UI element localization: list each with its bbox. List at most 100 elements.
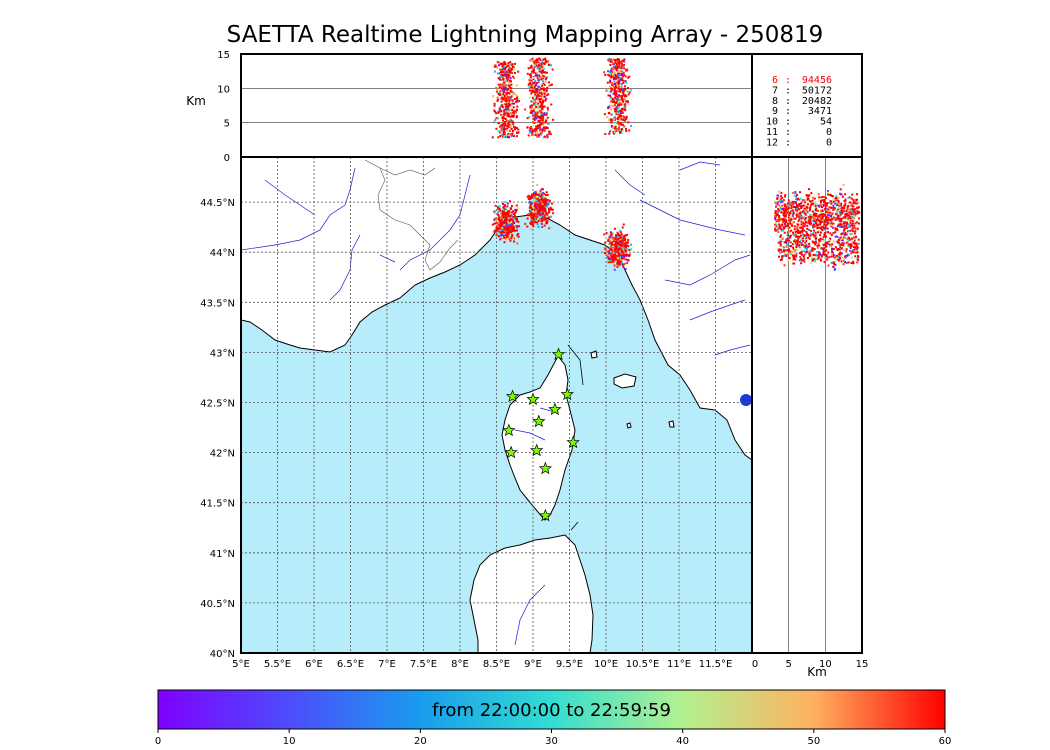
lightning-source-side: [788, 257, 791, 260]
lightning-source-altitude: [503, 83, 506, 86]
lightning-source-altitude: [551, 68, 554, 71]
lightning-source-altitude: [531, 84, 534, 87]
lightning-source-side: [839, 192, 842, 195]
lightning-source-map: [534, 214, 537, 217]
lightning-source-altitude: [501, 74, 504, 76]
lightning-source-map: [528, 213, 531, 216]
lightning-source-side: [836, 229, 839, 232]
giglio-island: [668, 420, 675, 428]
lightning-source-altitude: [515, 108, 518, 111]
lightning-source-side: [816, 204, 819, 207]
lightning-source-side: [817, 215, 820, 218]
lightning-source-side: [821, 210, 824, 213]
lightning-source-altitude: [545, 97, 548, 100]
lightning-source-side: [793, 225, 796, 228]
lightning-source-side: [816, 246, 819, 249]
lightning-source-side: [815, 208, 817, 211]
lightning-source-map: [510, 214, 513, 217]
lightning-source-map: [548, 199, 551, 202]
lightning-source-altitude: [535, 96, 538, 99]
lightning-source-altitude: [541, 87, 544, 90]
lightning-source-side: [788, 218, 790, 220]
lightning-source-side: [841, 257, 844, 260]
lightning-source-side: [856, 221, 858, 224]
lightning-source-side: [782, 218, 785, 221]
lightning-source-altitude: [625, 115, 628, 118]
lightning-source-map: [530, 209, 533, 212]
lightning-source-side: [808, 194, 811, 197]
lightning-source-side: [846, 214, 848, 217]
lightning-source-side: [809, 222, 812, 225]
lightning-source-side: [784, 221, 787, 224]
lightning-source-side: [774, 202, 777, 205]
lightning-source-altitude: [603, 71, 606, 74]
lightning-source-map: [612, 242, 615, 244]
lightning-source-altitude: [617, 111, 619, 113]
lightning-source-altitude: [504, 84, 507, 87]
lightning-source-side: [820, 218, 823, 221]
lightning-source-side: [804, 218, 807, 221]
lightning-source-side: [788, 226, 791, 229]
lightning-source-side: [825, 255, 828, 258]
lightning-source-side: [789, 236, 792, 239]
lightning-source-altitude: [544, 135, 547, 138]
lightning-source-side: [810, 247, 813, 250]
lightning-source-side: [845, 224, 848, 227]
lightning-source-altitude: [607, 106, 610, 109]
lightning-source-altitude: [507, 113, 510, 116]
lightning-source-altitude: [607, 94, 610, 97]
lightning-source-altitude: [620, 70, 623, 73]
lightning-source-side: [819, 215, 821, 218]
lightning-source-side: [854, 212, 857, 215]
lightning-source-side: [799, 256, 802, 258]
lightning-source-altitude: [620, 67, 623, 70]
lightning-source-side: [834, 231, 837, 234]
lightning-source-side: [779, 226, 781, 228]
lightning-source-side: [834, 263, 837, 266]
lightning-source-side: [853, 248, 856, 251]
lightning-source-side: [826, 202, 829, 205]
lightning-source-side: [781, 255, 784, 258]
lightning-source-side: [815, 215, 818, 218]
lightning-source-map: [538, 197, 541, 200]
lightning-source-side: [779, 227, 782, 230]
lightning-source-side: [846, 223, 849, 225]
lightning-source-altitude: [503, 81, 506, 84]
lightning-source-map: [548, 227, 551, 230]
lightning-source-side: [794, 241, 797, 244]
lightning-source-side: [851, 220, 854, 223]
lightning-source-side: [821, 216, 824, 219]
lightning-source-side: [785, 238, 788, 241]
sardinia: [469, 534, 594, 653]
lightning-source-map: [502, 203, 504, 205]
lightning-source-map: [539, 199, 542, 201]
lightning-source-map: [628, 253, 631, 256]
lightning-source-side: [851, 227, 854, 230]
lightning-source-altitude: [612, 87, 615, 90]
lightning-source-side: [836, 217, 839, 220]
lightning-source-altitude: [506, 136, 509, 139]
lightning-source-map: [533, 213, 535, 216]
lightning-source-side: [830, 225, 833, 228]
lightning-source-altitude: [505, 99, 508, 102]
lightning-source-altitude: [502, 78, 505, 81]
lightning-source-map: [509, 227, 512, 229]
lightning-source-altitude: [536, 113, 539, 116]
lightning-source-altitude: [503, 95, 506, 97]
lightning-source-altitude: [547, 93, 550, 96]
lightning-source-map: [624, 245, 627, 247]
lightning-source-side: [788, 214, 791, 217]
lightning-source-altitude: [624, 95, 626, 98]
lightning-source-map: [546, 221, 549, 224]
lightning-source-altitude: [527, 134, 530, 137]
lightning-source-side: [788, 231, 791, 234]
lightning-source-side: [795, 244, 798, 247]
lightning-source-map: [491, 223, 494, 226]
lightning-source-side: [813, 260, 816, 263]
lightning-source-map: [551, 208, 554, 211]
lightning-source-altitude: [543, 93, 546, 96]
lightning-source-altitude: [615, 101, 618, 104]
lightning-source-side: [832, 208, 835, 211]
lightning-source-altitude: [495, 87, 498, 89]
